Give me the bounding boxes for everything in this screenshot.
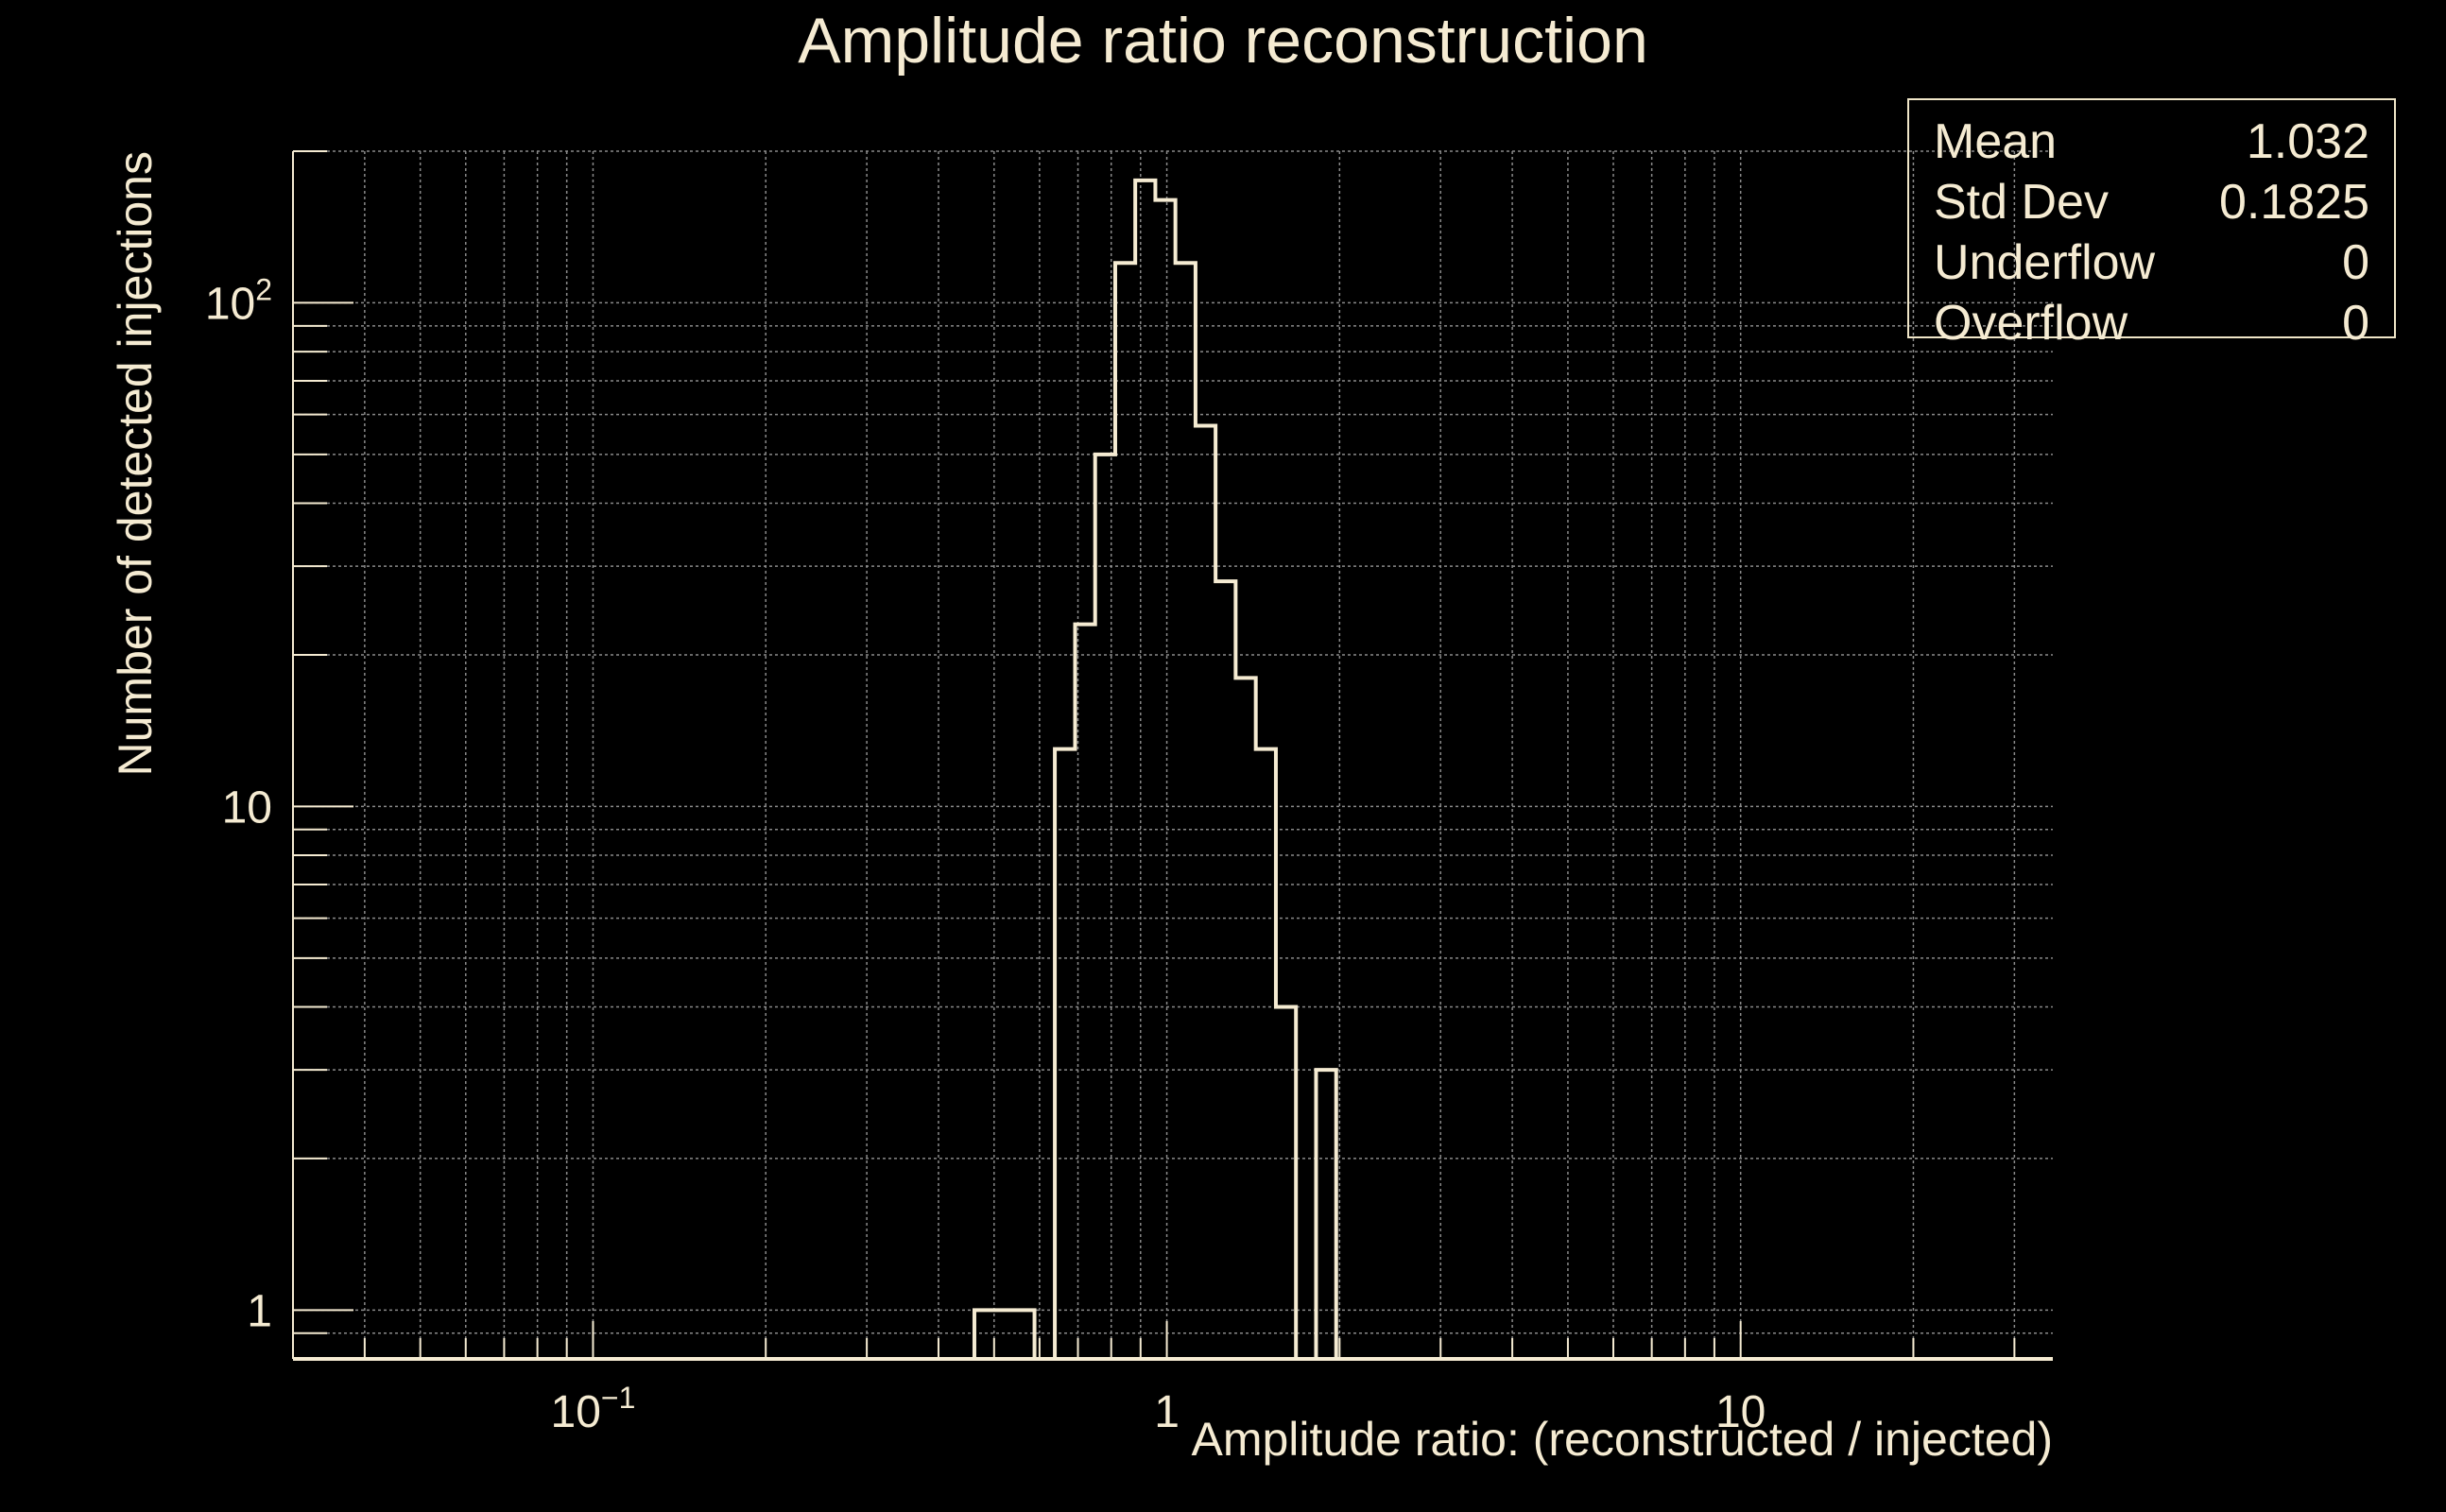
stat-label: Std Dev bbox=[1934, 175, 2109, 230]
stat-row-overflow: Overflow 0 bbox=[1934, 293, 2369, 353]
stat-row-std-dev: Std Dev 0.1825 bbox=[1934, 172, 2369, 232]
stat-row-underflow: Underflow 0 bbox=[1934, 232, 2369, 293]
stat-value: 0 bbox=[2342, 235, 2369, 290]
y-tick-label: 1 bbox=[247, 1286, 272, 1336]
stat-value: 0 bbox=[2342, 296, 2369, 351]
stats-box: Mean 1.032 Std Dev 0.1825 Underflow 0 Ov… bbox=[1907, 98, 2396, 351]
y-tick-label: 102 bbox=[205, 272, 272, 329]
histogram-outline bbox=[293, 178, 2053, 1361]
x-tick-label: 10 bbox=[1715, 1387, 1766, 1437]
tick-labels: 10−1 1 10 1 10 102 bbox=[205, 272, 1766, 1437]
stat-row-mean: Mean 1.032 bbox=[1934, 112, 2369, 172]
axes bbox=[292, 151, 2053, 1361]
axis-ticks bbox=[292, 150, 2016, 1360]
grid-lines bbox=[292, 150, 2053, 1360]
chart-title: Amplitude ratio reconstruction bbox=[798, 5, 1648, 77]
stat-label: Underflow bbox=[1934, 235, 2156, 290]
stat-label: Mean bbox=[1934, 114, 2058, 169]
y-axis-label: Number of detected injections bbox=[109, 151, 162, 776]
x-axis-label: Amplitude ratio: (reconstructed / inject… bbox=[1191, 1413, 2053, 1466]
stat-label: Overflow bbox=[1934, 296, 2128, 351]
stat-value: 0.1825 bbox=[2218, 175, 2369, 230]
x-tick-label: 1 bbox=[1154, 1387, 1180, 1437]
stat-value: 1.032 bbox=[2246, 114, 2369, 169]
y-tick-label: 10 bbox=[222, 782, 272, 833]
x-tick-label: 10−1 bbox=[551, 1381, 636, 1437]
